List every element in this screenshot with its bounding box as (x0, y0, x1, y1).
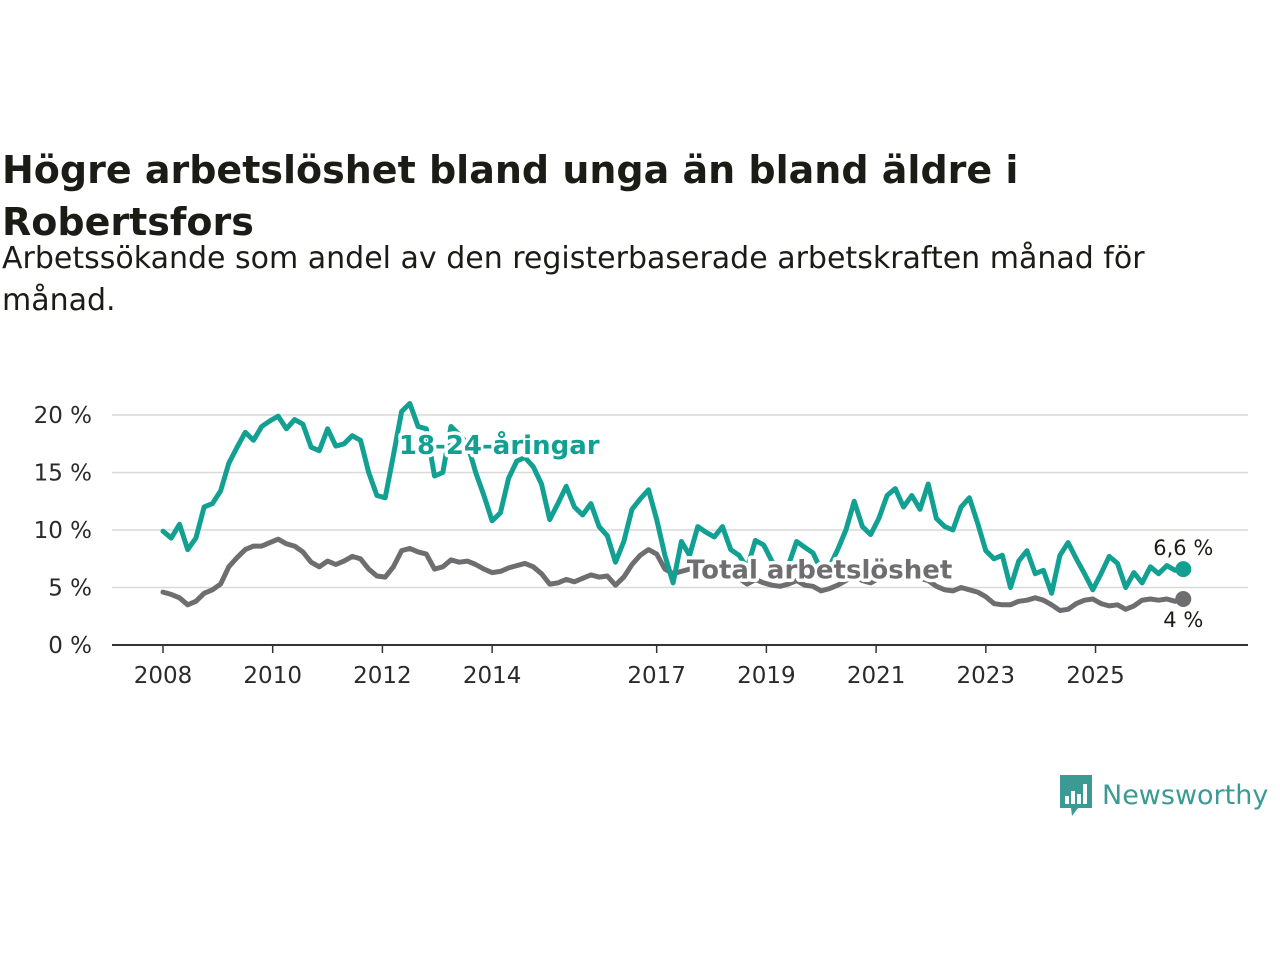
x-tick-label: 2010 (243, 663, 302, 689)
y-tick-label: 15 % (34, 461, 92, 487)
x-tick-label: 2023 (957, 663, 1016, 689)
x-tick-label: 2025 (1066, 663, 1125, 689)
bar-chart-icon (1060, 775, 1092, 816)
brand-name: Newsworthy (1102, 779, 1269, 811)
series-label-total: Total arbetslöshet (687, 555, 952, 585)
x-tick-label: 2008 (134, 663, 193, 689)
end-dot-youth (1175, 561, 1192, 578)
series-lines (160, 401, 1186, 613)
y-tick-label: 5 % (48, 576, 92, 602)
x-tick-label: 2021 (847, 663, 906, 689)
end-dot-total (1175, 591, 1192, 607)
end-label-youth: 6,6 % (1153, 536, 1213, 560)
x-tick-label: 2019 (737, 663, 796, 689)
line-chart: 0 %5 %10 %15 %20 % 2008 2010 2012 2014 2017 2… (34, 401, 1248, 689)
x-tick-label: 2017 (627, 663, 686, 689)
series-labels: 18-24-åringar Total arbetslöshet (395, 426, 955, 589)
x-tick-label: 2012 (353, 663, 412, 689)
newsworthy-logo: Newsworthy (1058, 772, 1268, 818)
x-axis: 2008 2010 2012 2014 2017 2019 2021 2023 2025 (112, 644, 1248, 689)
chart-title: Högre arbetslöshet bland unga än bland ä… (2, 148, 1019, 244)
y-axis-ticks: 0 % 5 % 10 % 15 % 20 % (34, 403, 92, 659)
end-markers: 6,6 % 4 % (1151, 534, 1216, 635)
y-tick-label: 10 % (34, 518, 92, 544)
end-label-total: 4 % (1163, 608, 1203, 632)
x-tick-label: 2014 (463, 663, 522, 689)
y-tick-label: 0 % (48, 633, 92, 659)
chart-subtitle: Arbetssökande som andel av den registerb… (2, 241, 1145, 318)
series-label-youth: 18-24-åringar (399, 429, 600, 461)
grid-lines (112, 414, 1248, 589)
y-tick-label: 20 % (34, 403, 92, 429)
series-line-youth (160, 401, 1186, 596)
